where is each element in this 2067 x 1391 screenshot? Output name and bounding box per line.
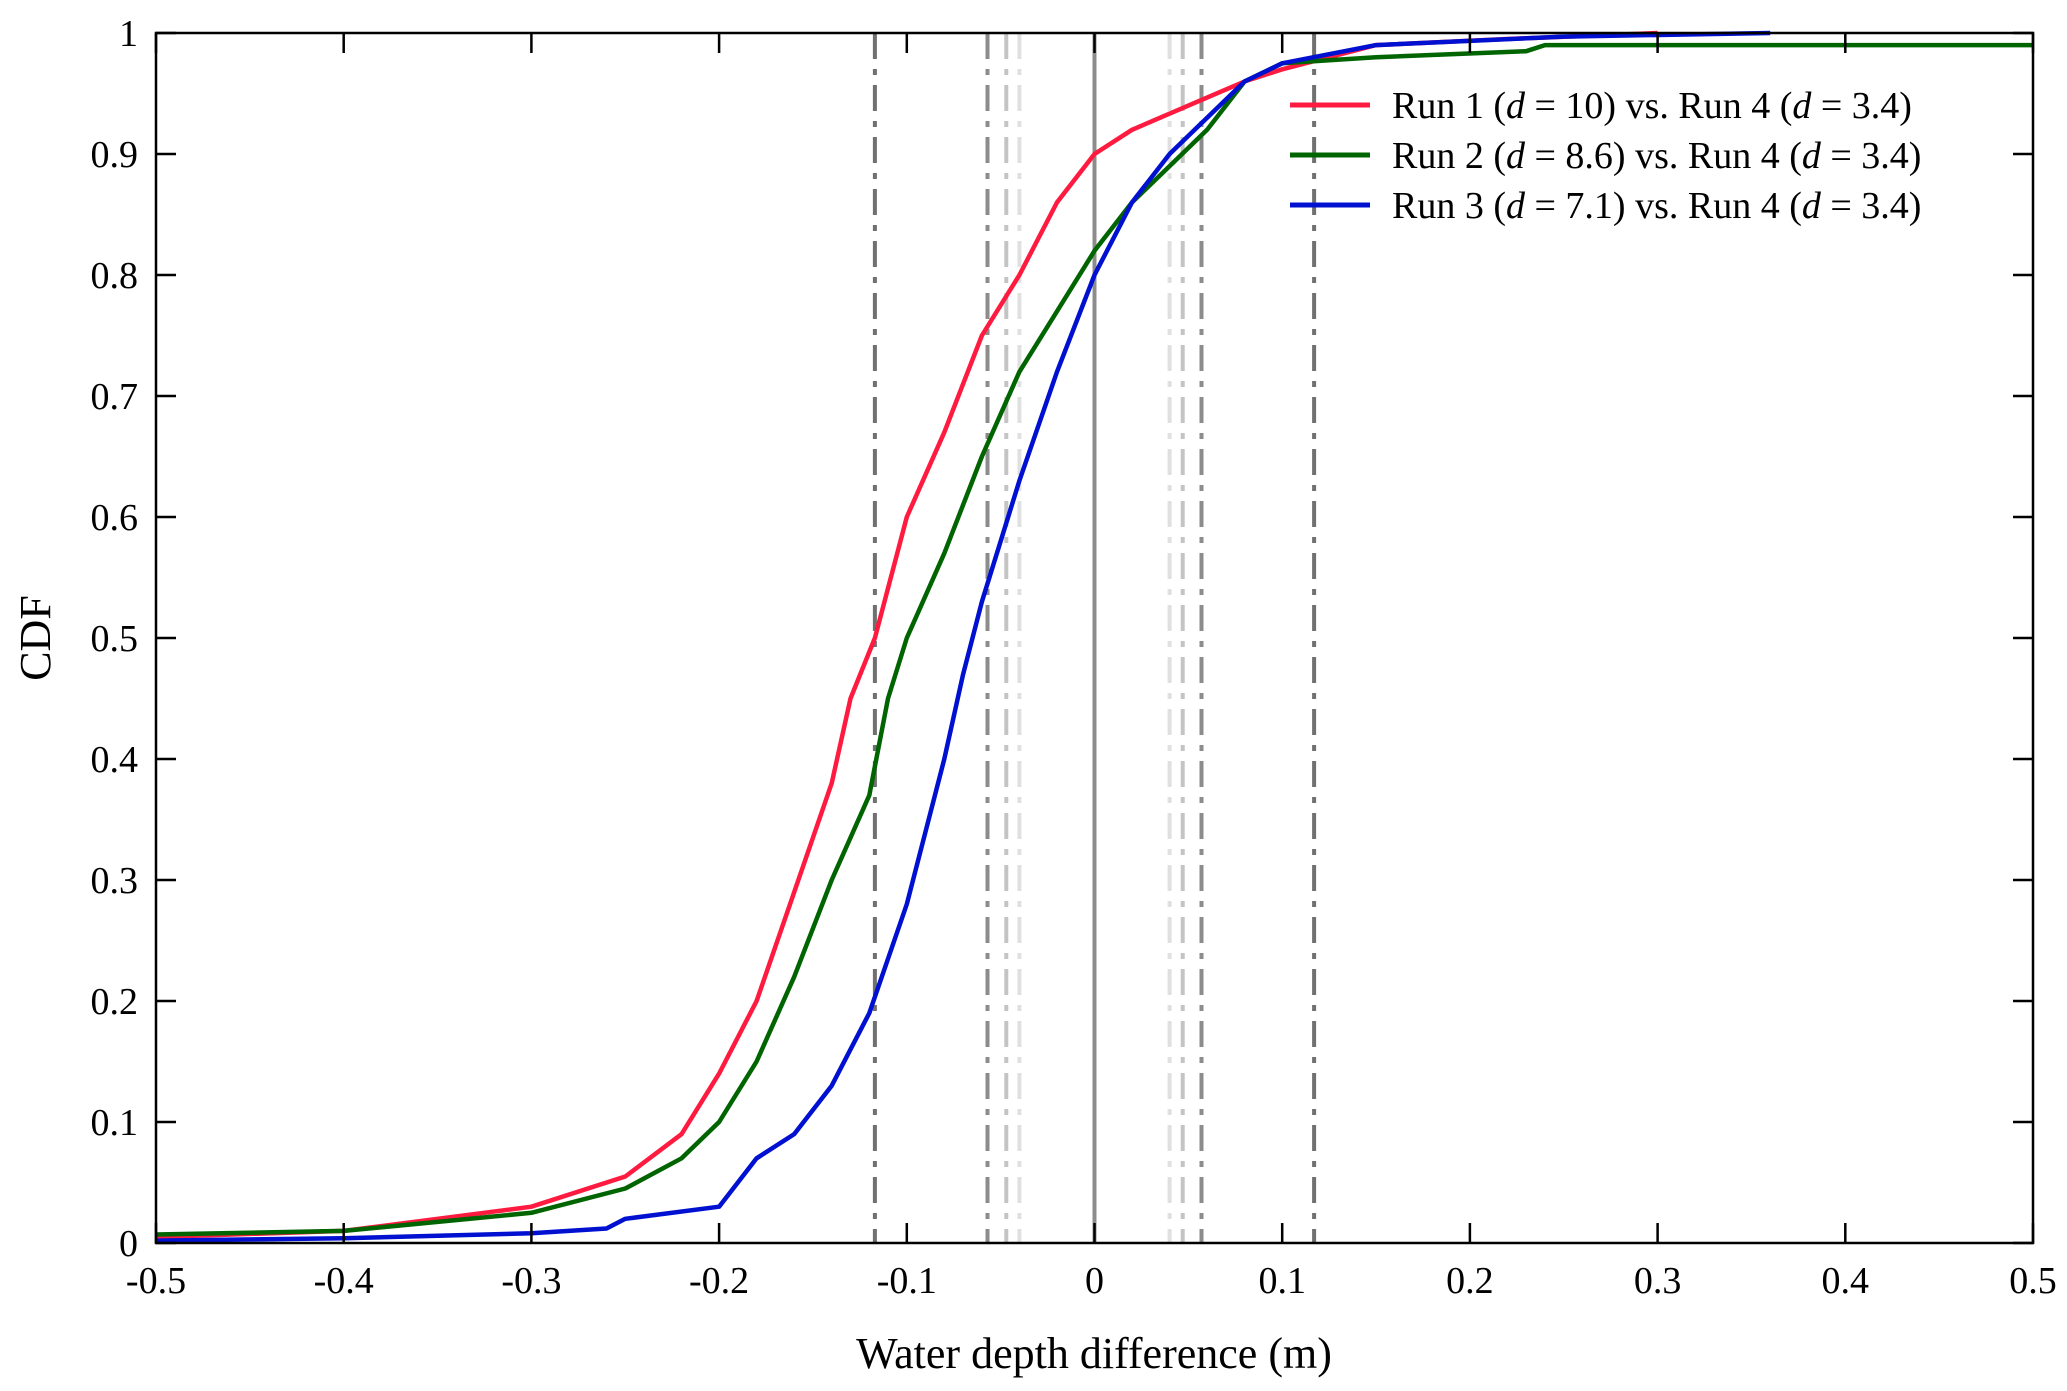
y-tick-label: 0.1 [91, 1102, 139, 1144]
x-tick-label: -0.5 [126, 1260, 186, 1302]
x-tick-label: -0.3 [501, 1260, 561, 1302]
x-tick-label: 0.3 [1634, 1260, 1682, 1302]
legend-label-run-2: Run 2 (d = 8.6) vs. Run 4 (d = 3.4) [1392, 135, 1921, 177]
y-tick-label: 0.5 [91, 618, 139, 660]
legend: Run 1 (d = 10) vs. Run 4 (d = 3.4) Run 2 … [1290, 85, 1921, 227]
x-tick-label: 0.5 [2009, 1260, 2057, 1302]
series-lines [155, 30, 2033, 1243]
y-axis-label: CDF [11, 595, 60, 681]
y-tick-label: 0.6 [91, 497, 139, 539]
y-tick-label: 0.8 [91, 255, 139, 297]
x-axis-label: Water depth difference (m) [856, 1329, 1332, 1378]
y-tick-label: 0.7 [91, 376, 139, 418]
x-tick-label: -0.2 [689, 1260, 749, 1302]
y-tick-label: 0.3 [91, 860, 139, 902]
y-tick-label: 1 [119, 13, 138, 55]
x-tick-label: -0.4 [314, 1260, 374, 1302]
axis-ticks: -0.5 -0.4 -0.3 -0.2 -0.1 0 0.1 0.2 0.3 0.4 0.5 0 0.1… [91, 13, 2057, 1302]
reference-lines [872, 33, 1317, 1243]
x-tick-label: -0.1 [877, 1260, 937, 1302]
x-tick-label: 0.4 [1822, 1260, 1870, 1302]
legend-label-run-1: Run 1 (d = 10) vs. Run 4 (d = 3.4) [1392, 85, 1912, 127]
x-tick-label: 0.2 [1446, 1260, 1494, 1302]
series-line-run-3 [155, 30, 1771, 1243]
y-tick-label: 0 [119, 1223, 138, 1265]
y-tick-label: 0.4 [91, 739, 139, 781]
legend-label-run-3: Run 3 (d = 7.1) vs. Run 4 (d = 3.4) [1392, 185, 1921, 227]
x-tick-label: 0.1 [1258, 1260, 1306, 1302]
y-tick-label: 0.2 [91, 981, 139, 1023]
x-tick-label: 0 [1085, 1260, 1104, 1302]
y-tick-label: 0.9 [91, 134, 139, 176]
